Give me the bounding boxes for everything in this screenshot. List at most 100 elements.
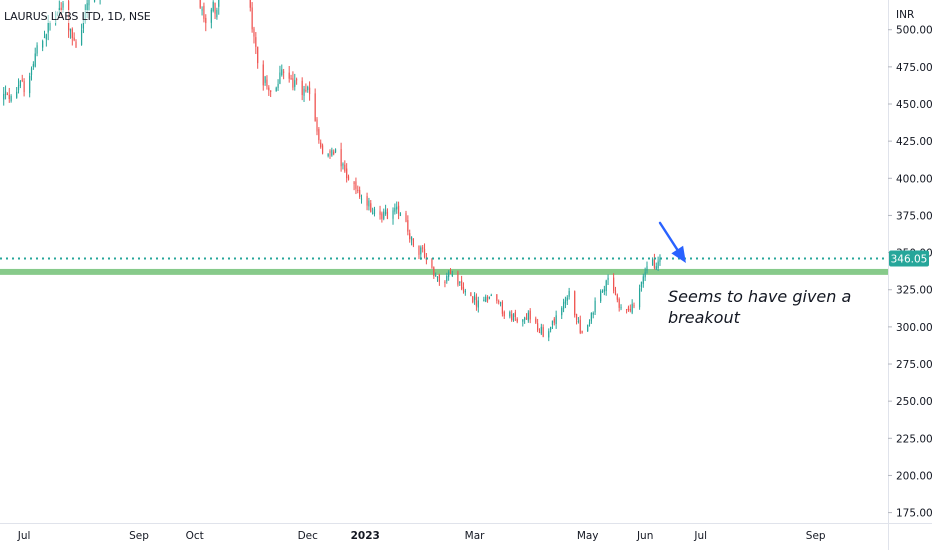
candle-body (62, 3, 64, 8)
x-tick-label: Oct (186, 530, 204, 542)
candle-body (379, 211, 381, 215)
candle-body (524, 317, 526, 320)
candle-body (607, 277, 609, 280)
candle-body (290, 78, 292, 80)
candle-body (588, 322, 591, 325)
candle-body (396, 206, 398, 210)
candle-body (483, 299, 485, 302)
candle-body (590, 313, 592, 322)
candle-body (392, 210, 394, 219)
candle-body (75, 41, 77, 48)
candle-body (592, 313, 594, 315)
candle-body (381, 213, 383, 220)
candle-body (540, 326, 542, 334)
candle-body (321, 145, 324, 154)
candle-body (551, 320, 554, 325)
y-tick-label: 175.00 (896, 508, 932, 520)
candle-body (88, 0, 90, 6)
x-tick-label: Mar (465, 530, 485, 542)
candle-body (514, 312, 516, 317)
candle-body (23, 81, 25, 93)
candle-body (34, 53, 36, 67)
candle-body (501, 301, 503, 314)
candle-body (264, 76, 266, 83)
candle-body (462, 286, 465, 291)
symbol-title[interactable]: LAURUS LABS LTD, 1D, NSE (4, 10, 151, 23)
y-tick-label: 275.00 (896, 359, 932, 371)
candle-body (203, 5, 205, 19)
candle-body (490, 294, 492, 296)
candle-body (568, 290, 570, 297)
y-tick-label: 475.00 (896, 62, 932, 74)
x-tick-label: 2023 (351, 530, 380, 542)
candle-body (253, 28, 255, 37)
candle-body (470, 292, 472, 297)
candle-body (605, 280, 607, 292)
candle-body (629, 308, 631, 311)
candle-body (210, 9, 212, 23)
candle-body (410, 236, 413, 241)
candle-body (303, 88, 305, 96)
candle-body (575, 314, 578, 320)
candle-body (496, 294, 498, 301)
candle-body (69, 28, 72, 32)
candle-body (386, 211, 389, 219)
candle-body (653, 258, 656, 268)
y-tick-label: 500.00 (896, 25, 932, 37)
candle-body (255, 37, 257, 47)
y-tick-label: 325.00 (896, 285, 932, 297)
arrow-head (671, 245, 686, 263)
candle-body (346, 168, 348, 179)
candle-body (360, 198, 363, 200)
candle-body (627, 307, 630, 311)
candle-body (47, 22, 49, 33)
y-tick-label: 250.00 (896, 396, 932, 408)
candles-layer (3, 0, 661, 342)
support-zone-layer (0, 268, 888, 275)
candle-body (631, 303, 633, 313)
x-tick-label: May (577, 530, 599, 542)
candle-body (80, 30, 83, 45)
candle-body (268, 87, 270, 91)
y-tick-label: 400.00 (896, 173, 932, 185)
candle-body (527, 312, 529, 321)
candle-body (366, 196, 368, 206)
candle-body (553, 318, 555, 323)
x-tick-label: Sep (806, 530, 826, 542)
candle-body (638, 288, 641, 308)
y-tick-label: 225.00 (896, 433, 932, 445)
candle-body (659, 258, 661, 262)
candle-body (431, 258, 433, 268)
candle-body (270, 90, 272, 92)
candle-body (577, 320, 580, 322)
candle-body (251, 7, 253, 30)
candle-body (579, 319, 581, 333)
candle-body (499, 302, 502, 304)
candle-body (277, 84, 279, 88)
candle-body (281, 69, 283, 75)
candle-body (446, 276, 448, 282)
candle-body (498, 301, 500, 303)
y-tick-label: 450.00 (896, 99, 932, 111)
candle-body (449, 270, 452, 275)
candle-body (603, 289, 605, 292)
candle-body (331, 149, 333, 156)
candle-body (36, 45, 38, 54)
candle-body (538, 332, 541, 334)
candle-body (409, 233, 411, 240)
candle-body (516, 318, 518, 322)
candle-body (651, 259, 654, 266)
candle-body (314, 93, 316, 122)
candle-body (347, 176, 350, 180)
x-tick-label: Jul (693, 530, 707, 542)
candle-body (444, 281, 446, 283)
time-axis-bg (0, 523, 932, 550)
candle-body (86, 3, 88, 11)
candle-body (451, 274, 453, 276)
candle-body (279, 72, 281, 84)
candle-body (618, 299, 620, 308)
candle-body (646, 266, 648, 271)
candle-body (549, 326, 552, 330)
